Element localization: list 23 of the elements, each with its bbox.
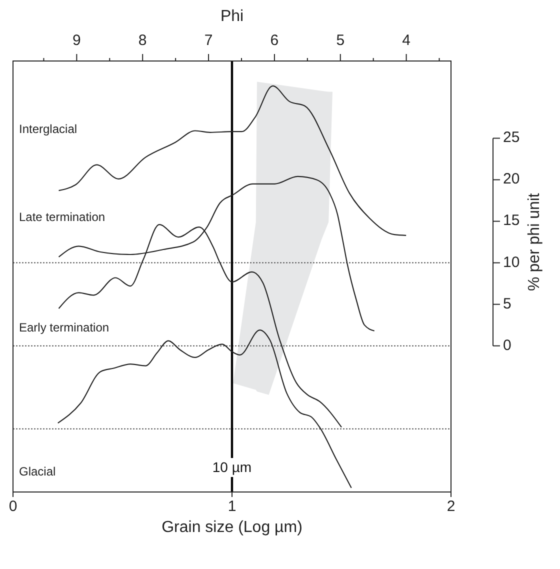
y-tick-label: 0	[503, 336, 512, 354]
x2-tick-label: 8	[138, 32, 147, 49]
x2-tick-label: 4	[402, 32, 410, 49]
x2-tick-label: 9	[72, 32, 81, 49]
x2-tick-label: 5	[336, 32, 345, 49]
x-tick-label: 0	[8, 498, 18, 515]
y-tick-label: 20	[503, 170, 520, 188]
x2-tick-label: 6	[270, 32, 279, 49]
x2-tick-label: 7	[204, 32, 213, 49]
ref-line-label: 10 µm	[212, 459, 252, 475]
x-axis-title: Grain size (Log µm)	[162, 519, 302, 536]
x2-axis-title: Phi	[220, 8, 244, 25]
annotation: Early termination	[19, 320, 110, 334]
x-tick-label: 1	[228, 498, 236, 515]
y-tick-label: 15	[503, 212, 520, 230]
y-tick-label: 25	[503, 129, 520, 146]
y-tick-label: 10	[503, 254, 520, 271]
x-tick-label: 2	[446, 498, 456, 515]
y-axis-title: % per phi unit	[526, 192, 543, 291]
y-tick-label: 5	[503, 295, 512, 312]
annotation: Late termination	[19, 210, 106, 224]
annotation: Interglacial	[19, 122, 78, 136]
annotation: Glacial	[19, 464, 56, 478]
